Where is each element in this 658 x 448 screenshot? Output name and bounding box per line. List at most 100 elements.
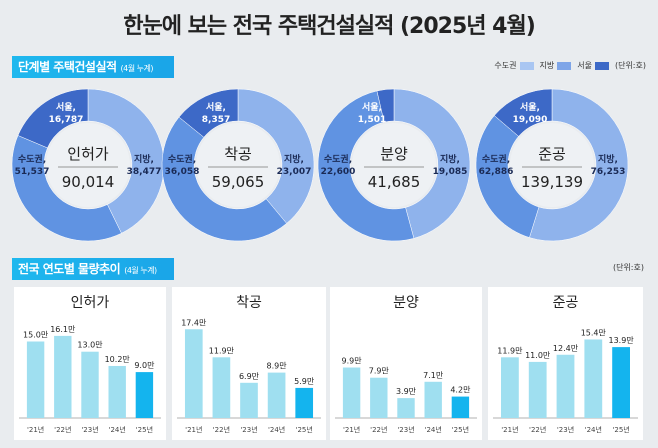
section-header-trend: 전국 연도별 물량추이 (4월 누계) (12, 258, 174, 280)
x-tick-label: '24년 (585, 425, 602, 434)
bar-chart-title: 착공 (236, 295, 262, 311)
slice-value: 23,007 (277, 167, 312, 177)
slice-value: 22,600 (321, 167, 356, 177)
data-label: 7.1만 (423, 371, 444, 380)
x-tick-label: '22년 (529, 425, 546, 434)
x-tick-label: '23년 (557, 425, 574, 434)
bar (556, 354, 575, 418)
bar-chart-title: 준공 (553, 295, 579, 311)
x-tick-label: '24년 (268, 425, 285, 434)
donut-slice (87, 88, 165, 234)
donut-slice (11, 135, 122, 242)
data-label: 15.0만 (23, 331, 49, 340)
slice-value: 51,537 (15, 167, 50, 177)
donut-slice (161, 116, 287, 242)
data-label: 4.2만 (450, 386, 471, 395)
slice-name: 서울, (520, 101, 540, 113)
page-title: 한눈에 보는 전국 주택건설실적 (2025년 4월) (123, 14, 536, 39)
legend-local: 지방 (540, 60, 572, 71)
donut-center (46, 123, 130, 207)
bar (584, 339, 603, 418)
x-tick-label: '23년 (397, 425, 414, 434)
bar (26, 341, 45, 418)
x-tick-label: '23년 (240, 425, 257, 434)
donut-slice (529, 88, 629, 242)
bar (54, 335, 72, 418)
donut-slice (376, 88, 395, 123)
data-label: 6.9만 (239, 372, 260, 381)
bar-chart-title: 인허가 (71, 295, 110, 311)
unit-label: (단위:호) (612, 263, 644, 272)
legend-label: 수도권 (494, 61, 517, 70)
data-label: 16.1만 (50, 325, 76, 334)
slice-name: 서울, (206, 101, 226, 113)
donut-center (352, 123, 436, 207)
legend: 수도권 지방 서울 (단위:호) (494, 60, 646, 71)
bar (424, 381, 442, 418)
slice-name: 지방, (598, 153, 618, 165)
legend-metro: 수도권 (494, 60, 534, 71)
data-label: 3.9만 (396, 387, 417, 396)
section-sub: (4월 누계) (120, 64, 154, 73)
donut-center (510, 123, 594, 207)
data-label: 8.9만 (267, 362, 288, 371)
x-tick-label: '24년 (425, 425, 442, 434)
x-tick-label: '22년 (370, 425, 387, 434)
slice-name: 수도권, (482, 153, 510, 165)
section-label: 단계별 주택건설실적 (18, 60, 117, 74)
data-label: 7.9만 (369, 367, 390, 376)
slice-value: 8,357 (202, 115, 230, 125)
donut-title: 인허가 (67, 145, 109, 163)
legend-label: 지방 (539, 61, 555, 70)
legend-swatch (557, 61, 572, 70)
data-label: 11.9만 (209, 346, 235, 355)
bar (135, 372, 154, 418)
donut-title: 분양 (380, 145, 408, 163)
unit-label: (단위:호) (614, 61, 646, 70)
donut-slice (17, 88, 89, 149)
x-tick-label: '25년 (612, 425, 629, 434)
legend-swatch (519, 61, 534, 70)
x-tick-label: '21년 (185, 425, 202, 434)
slice-name: 수도권, (324, 153, 352, 165)
data-label: 15.4만 (581, 328, 607, 337)
donut-total: 139,139 (521, 173, 583, 191)
bar (184, 329, 203, 418)
slice-value: 62,886 (479, 167, 514, 177)
data-label: 13.0만 (77, 341, 103, 350)
data-label: 5.9만 (294, 377, 315, 386)
donut-total: 41,685 (368, 173, 421, 191)
bar (267, 372, 286, 418)
x-tick-label: '25년 (296, 425, 313, 434)
x-tick-label: '24년 (109, 425, 126, 434)
data-label: 12.4만 (553, 344, 579, 353)
bar (212, 357, 231, 418)
slice-name: 지방, (134, 153, 154, 165)
data-label: 9.0만 (134, 361, 155, 370)
x-tick-label: '21년 (501, 425, 518, 434)
donut-slice (475, 115, 540, 238)
x-tick-label: '21년 (27, 425, 44, 434)
donut-center (196, 123, 280, 207)
bar-chart-title: 분양 (393, 295, 419, 311)
donut-title: 준공 (538, 145, 566, 163)
data-label: 11.0만 (525, 351, 551, 360)
slice-name: 지방, (440, 153, 460, 165)
slice-name: 서울, (56, 101, 76, 113)
bar (501, 357, 519, 418)
slice-value: 36,058 (165, 167, 200, 177)
section-header-stages: 단계별 주택건설실적 (4월 누계) (12, 56, 174, 78)
donut-slice (178, 88, 239, 138)
bar (342, 367, 361, 418)
slice-value: 1,501 (358, 115, 386, 125)
bar (451, 396, 470, 418)
legend-seoul: 서울 (577, 60, 609, 71)
slice-name: 지방, (284, 153, 304, 165)
x-tick-label: '22년 (54, 425, 71, 434)
slice-value: 19,090 (513, 115, 548, 125)
bar (397, 398, 415, 418)
donut-slice (493, 88, 553, 137)
slice-value: 19,085 (433, 167, 468, 177)
section-label: 전국 연도별 물량추이 (18, 262, 121, 276)
